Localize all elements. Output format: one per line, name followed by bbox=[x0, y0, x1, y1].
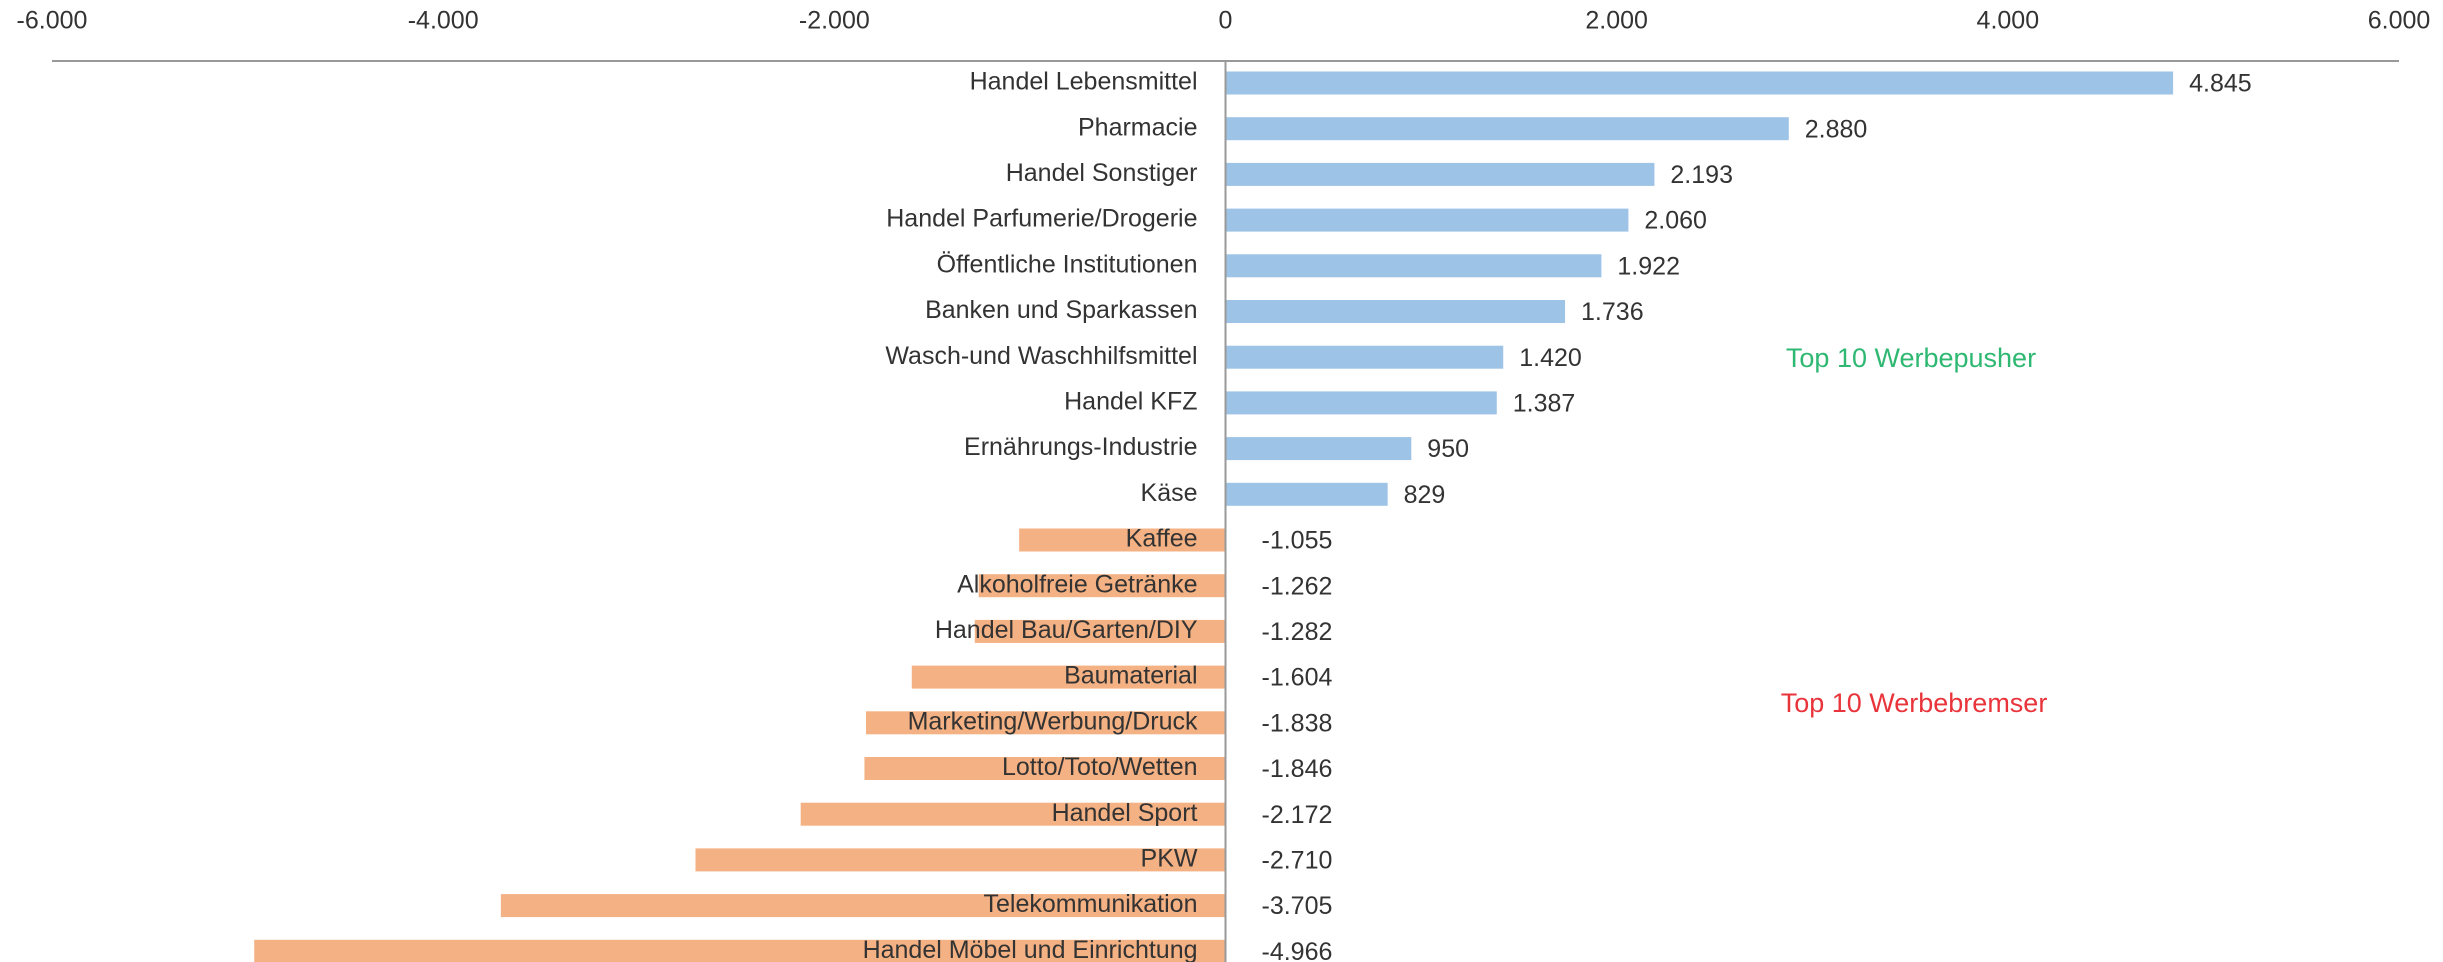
value-label: 1.387 bbox=[1513, 390, 1576, 418]
bar bbox=[1225, 391, 1497, 415]
category-label: Wasch-und Waschhilfsmittel bbox=[885, 342, 1197, 370]
bar bbox=[1225, 208, 1629, 232]
value-label: 1.736 bbox=[1581, 298, 1644, 326]
bar bbox=[978, 574, 1226, 598]
category-label: Handel Sport bbox=[1052, 799, 1198, 827]
category-label: Handel Bau/Garten/DIY bbox=[935, 616, 1198, 644]
x-tick-label: -4.000 bbox=[408, 7, 479, 35]
bar bbox=[1225, 117, 1789, 141]
category-label: Handel Parfumerie/Drogerie bbox=[886, 205, 1197, 233]
category-label: Lotto/Toto/Wetten bbox=[1002, 753, 1198, 781]
category-label: Pharmacie bbox=[1078, 113, 1198, 141]
category-label: Kaffee bbox=[1126, 525, 1198, 553]
annotation: Top 10 Werbepusher bbox=[1786, 343, 2036, 373]
bar bbox=[1225, 437, 1412, 461]
bar bbox=[1225, 71, 2174, 95]
value-label: 4.845 bbox=[2189, 70, 2252, 98]
value-label: 2.880 bbox=[1805, 115, 1868, 143]
bar bbox=[500, 894, 1226, 918]
bar bbox=[695, 848, 1226, 872]
category-label: Handel Möbel und Einrichtung bbox=[863, 936, 1198, 962]
bar bbox=[974, 619, 1226, 643]
value-label: -4.966 bbox=[1262, 938, 1333, 962]
category-label: Banken und Sparkassen bbox=[925, 296, 1197, 324]
bar bbox=[1225, 482, 1388, 506]
value-label: -3.705 bbox=[1262, 892, 1333, 920]
category-label: Käse bbox=[1141, 479, 1198, 507]
bar bbox=[1225, 345, 1504, 369]
category-label: Handel Lebensmittel bbox=[970, 68, 1198, 96]
category-label: Baumaterial bbox=[1064, 662, 1197, 690]
bar bbox=[1225, 254, 1602, 278]
value-label: 829 bbox=[1404, 481, 1446, 509]
annotation: Top 10 Werbebremser bbox=[1781, 688, 2048, 718]
bar bbox=[1225, 162, 1655, 186]
x-tick-label: 4.000 bbox=[1977, 7, 2040, 35]
value-label: -2.172 bbox=[1262, 801, 1333, 829]
category-label: Alkoholfreie Getränke bbox=[957, 570, 1197, 598]
category-label: Handel Sonstiger bbox=[1006, 159, 1198, 187]
category-label: Öffentliche Institutionen bbox=[937, 250, 1198, 278]
category-label: Ernährungs-Industrie bbox=[964, 433, 1197, 461]
bar bbox=[800, 802, 1226, 826]
category-label: Telekommunikation bbox=[984, 890, 1198, 918]
x-tick-label: -2.000 bbox=[799, 7, 870, 35]
value-label: -1.846 bbox=[1262, 755, 1333, 783]
value-label: 1.420 bbox=[1519, 344, 1582, 372]
value-label: -1.604 bbox=[1262, 664, 1333, 692]
category-label: Handel KFZ bbox=[1064, 388, 1197, 416]
bar bbox=[1019, 528, 1226, 552]
value-label: 950 bbox=[1427, 435, 1469, 463]
x-tick-label: -6.000 bbox=[17, 7, 88, 35]
category-label: PKW bbox=[1141, 845, 1198, 873]
value-label: -1.055 bbox=[1262, 527, 1333, 555]
value-label: -1.838 bbox=[1262, 709, 1333, 737]
bar bbox=[866, 711, 1226, 735]
x-tick-label: 0 bbox=[1219, 7, 1233, 35]
x-tick-label: 2.000 bbox=[1585, 7, 1648, 35]
value-label: -1.282 bbox=[1262, 618, 1333, 646]
value-label: -2.710 bbox=[1262, 847, 1333, 875]
value-label: -1.262 bbox=[1262, 572, 1333, 600]
value-label: 2.060 bbox=[1644, 207, 1707, 235]
x-tick-label: 6.000 bbox=[2368, 7, 2431, 35]
bar bbox=[254, 939, 1226, 962]
bar bbox=[864, 757, 1226, 780]
bar bbox=[1225, 300, 1566, 323]
bar bbox=[911, 665, 1226, 689]
value-label: 1.922 bbox=[1617, 252, 1680, 280]
category-label: Marketing/Werbung/Druck bbox=[908, 707, 1198, 735]
value-label: 2.193 bbox=[1670, 161, 1733, 189]
